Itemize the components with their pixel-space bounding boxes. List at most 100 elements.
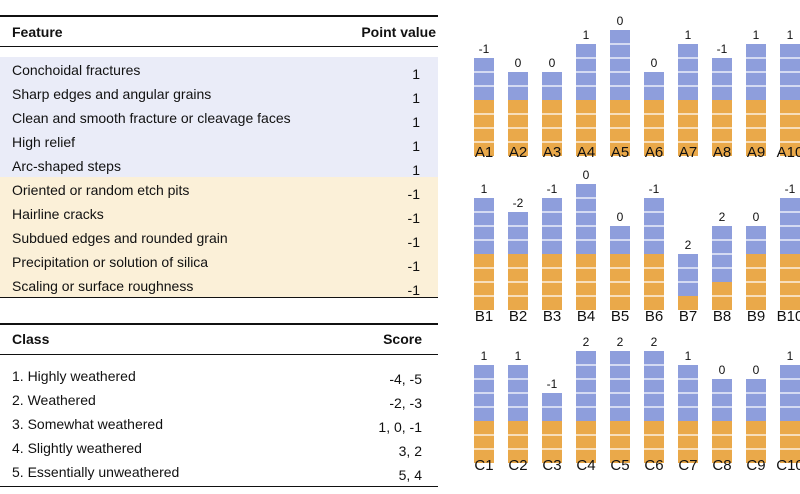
class-score: -2, -3 <box>389 395 422 411</box>
bar-data-label: 2 <box>617 335 624 349</box>
bar-category-label: B7 <box>679 308 697 325</box>
negative-bar-segment-body <box>610 421 630 463</box>
bar-category-label: C9 <box>746 457 765 474</box>
bar-data-label: 0 <box>719 363 726 377</box>
feature-point-value: 1 <box>412 114 420 130</box>
bar-category-label: A2 <box>509 144 527 161</box>
positive-bar-segment <box>474 365 494 421</box>
feature-name: Hairline cracks <box>12 206 104 222</box>
negative-bar-segment <box>610 100 630 156</box>
feature-point-value: -1 <box>407 210 420 226</box>
positive-bar-segment <box>542 393 562 421</box>
feature-name: Clean and smooth fracture or cleavage fa… <box>12 110 291 126</box>
negative-bar-segment <box>508 421 528 463</box>
feature-point-value: -1 <box>407 258 420 274</box>
positive-bar-segment <box>474 58 494 100</box>
bar-data-label: 0 <box>583 168 590 182</box>
class-name: 4. Slightly weathered <box>12 440 142 456</box>
positive-bar-segment-body <box>508 212 528 254</box>
positive-bar-segment-body <box>678 254 698 296</box>
bar-data-label: -1 <box>547 182 558 196</box>
positive-bar-segment <box>576 184 596 254</box>
feature-name: Sharp edges and angular grains <box>12 86 212 102</box>
negative-bar-segment <box>780 421 800 463</box>
class-name: 5. Essentially unweathered <box>12 464 180 480</box>
bar-category-label: C7 <box>678 457 697 474</box>
bar-data-label: 1 <box>787 349 794 363</box>
bar-category-label: C6 <box>644 457 663 474</box>
positive-bar-segment <box>644 72 664 100</box>
bar-data-label: 2 <box>583 335 590 349</box>
feature-name: Conchoidal fractures <box>12 62 141 78</box>
bar-category-label: A9 <box>747 144 765 161</box>
feature-point-value: -1 <box>407 282 420 298</box>
negative-bar-segment <box>474 254 494 310</box>
negative-bar-segment <box>508 254 528 310</box>
bar-category-label: B2 <box>509 308 527 325</box>
positive-bar-segment <box>780 365 800 421</box>
feature-point-value: -1 <box>407 234 420 250</box>
negative-bar-segment <box>542 421 562 463</box>
negative-bar-segment-body <box>508 421 528 463</box>
bar-data-label: 0 <box>753 210 760 224</box>
class-score: 5, 4 <box>398 467 422 483</box>
positive-bar-segment <box>780 44 800 100</box>
positive-bar-segment <box>746 44 766 100</box>
bar-category-label: B9 <box>747 308 765 325</box>
bar-data-label: 0 <box>515 56 522 70</box>
positive-bar-segment <box>508 365 528 421</box>
negative-bar-segment-body <box>780 421 800 463</box>
feature-name: Arc-shaped steps <box>12 158 121 174</box>
bar-category-label: C5 <box>610 457 629 474</box>
negative-bar-segment <box>780 254 800 310</box>
feature-header: Feature <box>12 24 63 40</box>
bar-data-label: -1 <box>717 42 728 56</box>
positive-bar-segment <box>678 254 698 296</box>
class-table-bottom-rule <box>0 486 438 487</box>
negative-bar-segment <box>576 254 596 310</box>
bar-data-label: -1 <box>785 182 796 196</box>
bar-data-label: 1 <box>753 28 760 42</box>
bar-data-label: 0 <box>753 363 760 377</box>
positive-bar-segment <box>508 212 528 254</box>
feature-name: Oriented or random etch pits <box>12 182 190 198</box>
bar-category-label: B6 <box>645 308 663 325</box>
negative-bar-segment <box>610 421 630 463</box>
negative-bar-segment-body <box>542 421 562 463</box>
negative-bar-segment <box>610 254 630 310</box>
bar-category-label: B5 <box>611 308 629 325</box>
negative-bar-segment <box>576 100 596 156</box>
positive-bar-segment-body <box>712 58 732 100</box>
class-table-top-rule <box>0 323 438 325</box>
bar-data-label: 1 <box>685 349 692 363</box>
bar-data-label: -1 <box>479 42 490 56</box>
positive-bar-segment <box>678 365 698 421</box>
negative-bar-segment <box>644 254 664 310</box>
negative-bar-segment <box>474 100 494 156</box>
bar-data-label: -1 <box>649 182 660 196</box>
positive-bar-segment-body <box>474 58 494 100</box>
positive-bar-segment <box>746 379 766 421</box>
bar-category-label: B8 <box>713 308 731 325</box>
feature-point-value: 1 <box>412 138 420 154</box>
positive-bar-segment <box>610 226 630 254</box>
bar-data-label: 2 <box>685 238 692 252</box>
negative-bar-segment-body <box>576 421 596 463</box>
positive-bar-segment <box>542 198 562 254</box>
positive-bar-segment <box>678 44 698 100</box>
bar-data-label: 1 <box>515 349 522 363</box>
negative-bar-segment <box>542 254 562 310</box>
negative-bar-segment-body <box>678 421 698 463</box>
negative-bar-segment-body <box>746 421 766 463</box>
negative-bar-segment <box>780 100 800 156</box>
feature-name: Precipitation or solution of silica <box>12 254 209 270</box>
bar-data-label: 1 <box>685 28 692 42</box>
negative-bar-segment <box>712 421 732 463</box>
bar-data-label: 0 <box>651 56 658 70</box>
negative-bar-segment <box>644 100 664 156</box>
bar-data-label: -2 <box>513 196 524 210</box>
positive-bar-segment-body <box>712 379 732 421</box>
positive-bar-segment <box>508 72 528 100</box>
bar-category-label: A3 <box>543 144 561 161</box>
feature-point-value: 1 <box>412 162 420 178</box>
